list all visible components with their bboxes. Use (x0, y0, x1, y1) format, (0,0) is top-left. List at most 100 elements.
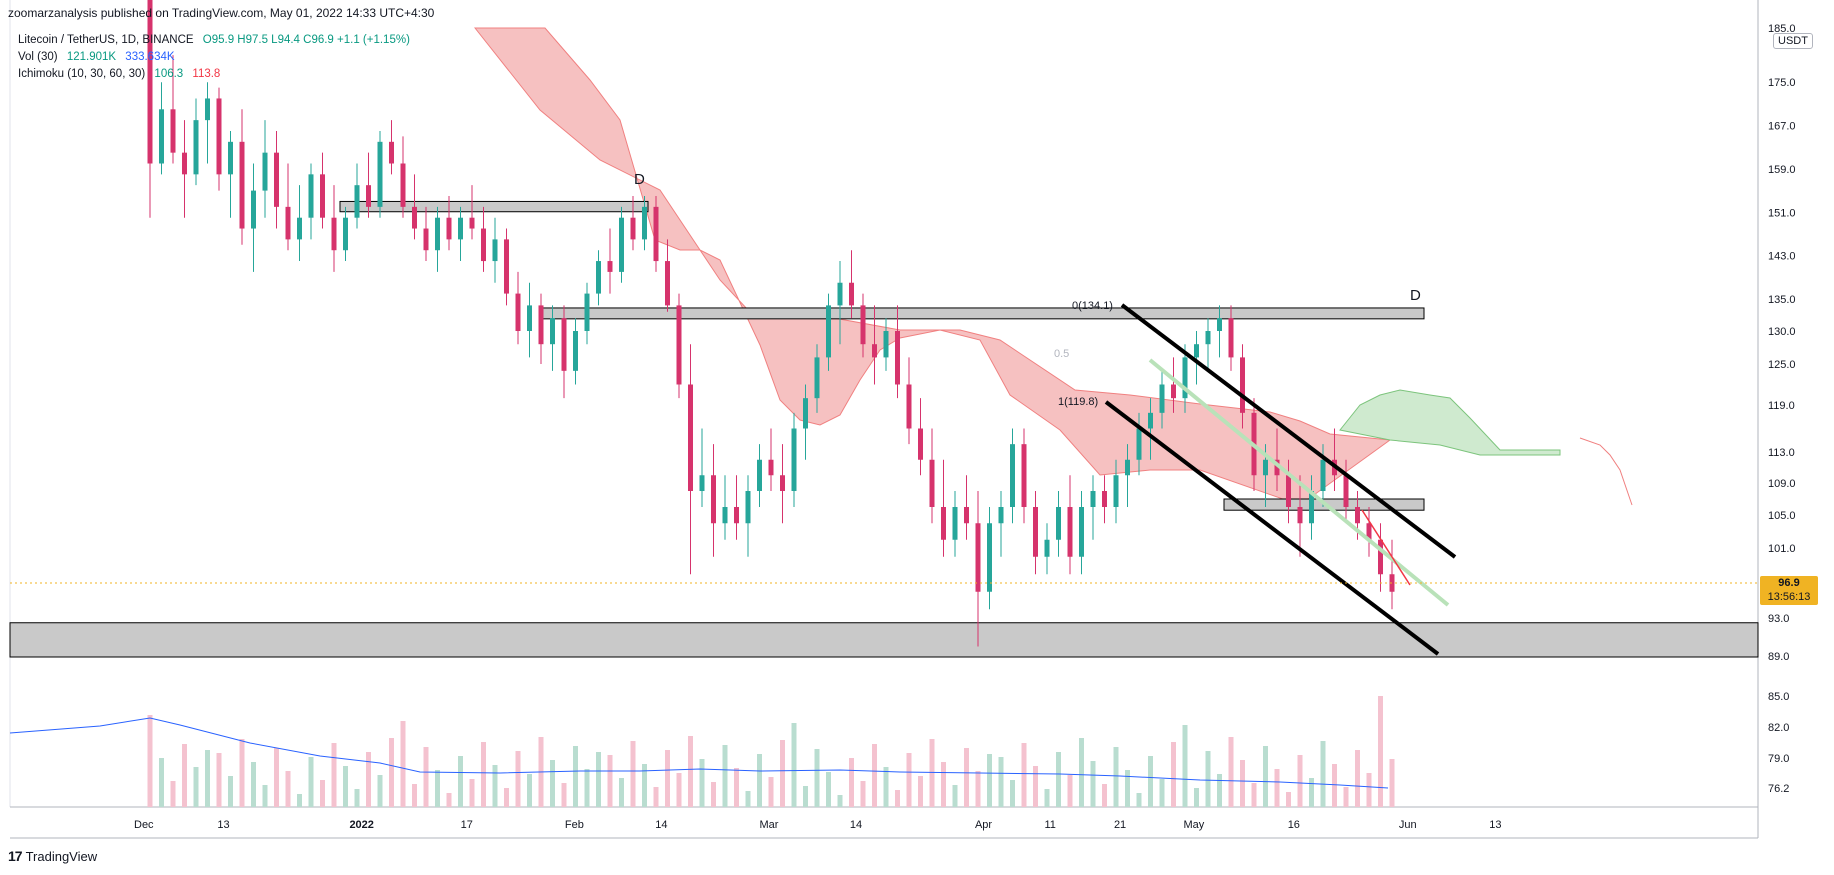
volume-bar (1309, 778, 1314, 807)
volume-value: 121.901K (66, 51, 117, 63)
candle-body (239, 141, 245, 229)
candle-body (814, 357, 820, 399)
candle-body (837, 282, 843, 306)
volume-bar (1217, 774, 1222, 807)
volume-bar (1378, 696, 1383, 807)
volume-bar (320, 780, 325, 807)
candle-body (492, 239, 498, 262)
volume-bar (285, 771, 291, 807)
volume-bar (205, 750, 210, 807)
candle-body (527, 305, 532, 331)
candle-body (400, 163, 406, 207)
price-tick-label: 119.0 (1768, 400, 1795, 412)
last-price: 96.9 (1778, 577, 1800, 589)
fib-label-bottom: 1(119.8) (1058, 396, 1098, 408)
candle-body (826, 305, 831, 358)
price-tick-label: 175.0 (1768, 77, 1796, 89)
ichimoku-span-tail (1579, 437, 1633, 506)
candle-body (481, 228, 486, 262)
volume-bar (1286, 792, 1291, 807)
channel-upper-line (1120, 303, 1457, 559)
volume-bar (1251, 783, 1257, 807)
candle-body (262, 152, 268, 191)
volume-bar (412, 784, 417, 807)
volume-bar (469, 779, 475, 807)
candle-body (987, 523, 992, 592)
volume-bar (676, 773, 682, 807)
candle-body (1125, 459, 1130, 476)
candle-body (216, 98, 222, 175)
volume-bar (791, 723, 797, 807)
candle-body (354, 185, 360, 218)
volume-bar (251, 762, 256, 807)
volume-bar (1228, 737, 1234, 807)
candle-body (561, 318, 567, 371)
volume-bar (423, 747, 429, 807)
candle-body (1102, 491, 1107, 507)
candle-body (872, 344, 877, 358)
volume-bar (1010, 780, 1015, 807)
volume-ma-value: 333.634K (125, 51, 175, 63)
volume-bar (780, 740, 785, 807)
ichimoku-legend[interactable]: Ichimoku (10, 30, 60, 30) 106.3 113.8 (18, 68, 226, 80)
volume-bar (1044, 789, 1050, 807)
tradingview-logo-icon: 17 (8, 848, 23, 864)
volume-bar (906, 753, 912, 807)
volume-bar (1320, 741, 1326, 807)
candle-body (1240, 357, 1245, 413)
volume-bar (228, 776, 233, 807)
volume-bar (170, 781, 176, 807)
volume-bar (492, 765, 498, 807)
candle-body (1021, 444, 1027, 507)
candle-body (331, 217, 337, 251)
volume-bar (1159, 779, 1165, 807)
volume-bar (515, 751, 521, 807)
candle-body (722, 507, 728, 524)
volume-bar (239, 739, 245, 807)
symbol-name: Litecoin / TetherUS, 1D, BINANCE (18, 34, 194, 46)
price-tick-label: 76.2 (1768, 783, 1789, 795)
price-tick-label: 143.0 (1768, 251, 1796, 263)
tradingview-brand[interactable]: 17 TradingView (8, 848, 97, 864)
symbol-legend[interactable]: Litecoin / TetherUS, 1D, BINANCE O95.9 H… (18, 34, 416, 46)
currency-unit-button[interactable]: USDT (1773, 33, 1813, 49)
volume-bar (1297, 755, 1303, 807)
ichimoku-label: Ichimoku (10, 30, 60, 30) (18, 68, 146, 80)
volume-ma-line (9, 717, 1389, 789)
volume-bar (699, 759, 705, 807)
ohlc-values: O95.9 H97.5 L94.4 C96.9 +1.1 (+1.15%) (202, 34, 410, 46)
volume-bar (182, 744, 187, 807)
volume-bar (1148, 756, 1153, 807)
volume-bar (1366, 773, 1372, 807)
volume-bar (1021, 743, 1027, 807)
volume-bar (1171, 742, 1176, 807)
candle-body (285, 206, 291, 240)
volume-legend[interactable]: Vol (30) 121.901K 333.634K (18, 51, 181, 63)
candle-body (1263, 459, 1268, 476)
volume-bar (1332, 764, 1337, 807)
zone-label: D (634, 171, 645, 188)
candle-body (1113, 475, 1119, 507)
volume-bar (1067, 775, 1073, 807)
volume-bar (389, 738, 394, 807)
time-tick-label: Jun (1399, 819, 1417, 831)
volume-bar (527, 774, 532, 807)
fib-label-top: 0(134.1) (1072, 300, 1113, 312)
volume-bar (343, 766, 348, 807)
candle-body (170, 109, 176, 153)
time-tick-label: 13 (217, 819, 229, 831)
price-tick-label: 135.0 (1768, 294, 1796, 306)
candle-body (791, 428, 797, 491)
candle-body (642, 206, 647, 240)
candle-body (320, 174, 325, 218)
candle-body (1205, 331, 1211, 345)
candle-body (665, 261, 670, 306)
ichimoku-value-1: 106.3 (154, 68, 184, 80)
candle-body (182, 152, 187, 175)
volume-bar (872, 744, 877, 807)
price-tick-label: 89.0 (1768, 651, 1789, 663)
volume-bar (584, 769, 590, 807)
candle-body (929, 459, 935, 507)
fib-label-mid: 0.5 (1054, 348, 1069, 360)
